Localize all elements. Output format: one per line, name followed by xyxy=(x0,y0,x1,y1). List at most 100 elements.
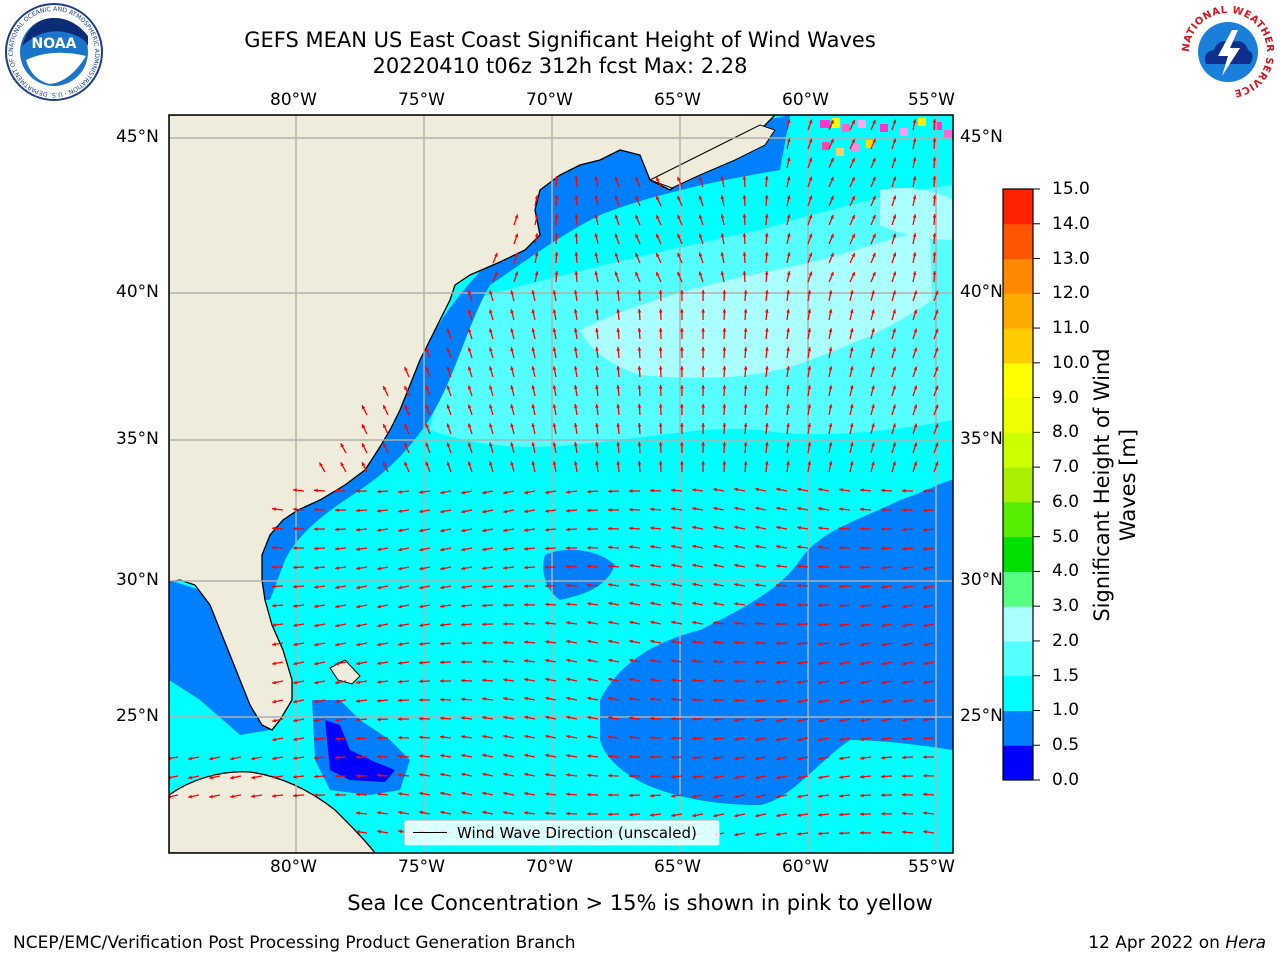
wave-direction-arrowhead xyxy=(587,754,591,758)
wave-direction-arrowhead xyxy=(786,461,790,465)
wave-direction-arrowhead xyxy=(398,679,402,684)
wave-direction-arrowhead xyxy=(818,545,822,550)
wave-direction-arrowhead xyxy=(734,679,738,684)
wave-direction-arrowhead xyxy=(808,176,813,181)
wave-direction-arrowhead xyxy=(637,442,642,446)
wave-direction-arrowhead xyxy=(314,737,318,741)
wave-direction-arrowhead xyxy=(440,528,445,533)
colorbar-segment xyxy=(1003,640,1033,677)
wave-direction-arrowhead xyxy=(503,547,507,551)
wave-direction-arrowhead xyxy=(658,461,663,465)
wave-direction-arrowhead xyxy=(786,176,791,181)
wave-direction-arrowhead xyxy=(494,252,498,257)
wave-direction-arrowhead xyxy=(398,829,403,834)
wave-direction-arrowhead xyxy=(398,489,402,494)
wave-direction-arrowhead xyxy=(786,366,790,370)
wave-direction-arrowhead xyxy=(587,527,591,531)
wave-direction-arrowhead xyxy=(637,290,642,294)
land-bahamas xyxy=(329,659,361,685)
wave-direction-arrowhead xyxy=(587,696,592,701)
wave-direction-arrowhead xyxy=(913,290,918,295)
wave-direction-arrowhead xyxy=(776,679,780,684)
colorbar-tick-label: 1.5 xyxy=(1052,665,1080,686)
wave-direction-arrowhead xyxy=(574,176,579,180)
colorbar-segment xyxy=(1003,293,1033,329)
wave-direction-arrowhead xyxy=(595,328,599,332)
wave-direction-arrowhead xyxy=(755,737,759,742)
wave-direction-arrowhead xyxy=(398,509,402,514)
wave-direction-arrowhead xyxy=(860,526,864,531)
wave-direction-arrowhead xyxy=(934,366,939,371)
wave-direction-arrowhead xyxy=(383,424,387,429)
wave-direction-arrowhead xyxy=(818,661,822,666)
wave-direction-arrowhead xyxy=(209,775,214,780)
wave-direction-arrowhead xyxy=(595,423,599,427)
wave-direction-arrowhead xyxy=(860,737,864,742)
wave-direction-arrowhead xyxy=(722,461,727,465)
wave-direction-arrowhead xyxy=(616,290,621,294)
wave-direction-arrowhead xyxy=(554,176,559,180)
colorbar-segment xyxy=(1003,710,1033,746)
wave-direction-arrowhead xyxy=(902,736,906,741)
wave-direction-arrowhead xyxy=(902,811,906,816)
footer-machine: Hera xyxy=(1225,933,1266,953)
wave-direction-arrowhead xyxy=(912,119,917,124)
wave-direction-arrowhead xyxy=(797,564,801,569)
wave-direction-arrowhead xyxy=(881,565,885,570)
wave-direction-arrowhead xyxy=(743,290,748,294)
wave-direction-arrowhead xyxy=(902,623,907,628)
wave-direction-arrowhead xyxy=(692,582,697,587)
wave-direction-arrowhead xyxy=(545,509,549,513)
wave-direction-arrowhead xyxy=(671,736,675,741)
wave-direction-arrowhead xyxy=(554,214,559,218)
wave-direction-arrowhead xyxy=(755,775,760,780)
graticule xyxy=(169,115,953,853)
wave-direction-arrowhead xyxy=(608,696,612,701)
wave-direction-arrowhead xyxy=(467,385,472,390)
map-subtitle: 20220410 t06z 312h fcst Max: 2.28 xyxy=(372,54,748,78)
wave-direction-arrowhead xyxy=(531,442,536,447)
noaa-logo: NATIONAL OCEANIC AND ATMOSPHERIC ADMINIS… xyxy=(4,2,103,101)
wave-direction-arrowhead xyxy=(786,214,791,219)
wave-direction-arrowhead xyxy=(755,563,759,568)
wave-direction-arrowhead xyxy=(912,176,917,181)
wave-direction-arrowhead xyxy=(361,405,366,410)
wave-direction-arrowhead xyxy=(356,585,361,590)
wave-direction-arrowhead xyxy=(923,680,927,685)
lat-label-right: 30°N xyxy=(960,570,1003,590)
wave-direction-arrowhead xyxy=(671,678,675,683)
wave-direction-arrowhead xyxy=(637,309,642,313)
wave-direction-arrowhead xyxy=(356,830,360,834)
wave-direction-arrowhead xyxy=(616,328,621,332)
wave-direction-arrowhead xyxy=(742,271,747,275)
wave-direction-arrowhead xyxy=(692,755,696,760)
wave-direction-arrowhead xyxy=(629,658,634,663)
wave-direction-arrowhead xyxy=(807,461,812,465)
wave-direction-arrowhead xyxy=(566,490,570,494)
wave-direction-arrowhead xyxy=(722,366,727,370)
wave-direction-arrowhead xyxy=(587,773,591,778)
wave-direction-arrowhead xyxy=(892,233,897,238)
wave-direction-arrowhead xyxy=(742,233,747,237)
wave-direction-arrowhead xyxy=(314,565,318,570)
wave-direction-arrowhead xyxy=(892,290,897,295)
wave-direction-arrowhead xyxy=(340,462,345,467)
wave-direction-arrowhead xyxy=(524,696,529,701)
wave-direction-arrowhead xyxy=(587,639,592,644)
wave-direction-arrowhead xyxy=(461,772,466,777)
wave-direction-arrowhead xyxy=(650,601,655,606)
wave-direction-arrowhead xyxy=(786,271,791,276)
wave-direction-arrowhead xyxy=(818,584,822,588)
wave-direction-arrowhead xyxy=(872,252,876,257)
wave-direction-arrowhead xyxy=(608,715,612,720)
wave-direction-arrowhead xyxy=(272,699,277,704)
wave-direction-arrowhead xyxy=(755,718,759,723)
wave-direction-arrowhead xyxy=(872,138,876,143)
wave-direction-arrowhead xyxy=(808,157,813,162)
wave-direction-arrowhead xyxy=(524,621,528,626)
lon-label-bottom: 70°W xyxy=(526,857,573,877)
wave-direction-arrowhead xyxy=(776,525,780,530)
wave-direction-arrowhead xyxy=(871,385,875,390)
wave-direction-arrowhead xyxy=(650,735,654,740)
wave-direction-arrowhead xyxy=(293,584,297,589)
